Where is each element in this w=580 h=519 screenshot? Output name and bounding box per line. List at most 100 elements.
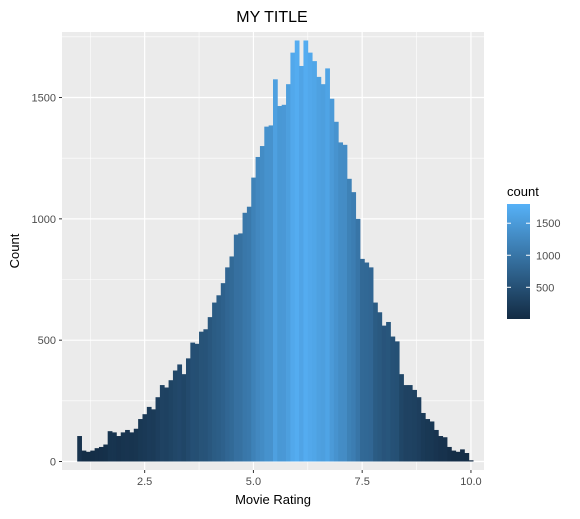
histogram-bar: [142, 414, 148, 462]
x-tick-label: 2.5: [137, 476, 152, 488]
histogram-bar: [364, 262, 370, 462]
histogram-bar: [164, 387, 169, 462]
y-tick-label: 500: [38, 335, 56, 347]
histogram-bar: [220, 283, 226, 462]
legend-title: count: [507, 184, 539, 199]
histogram-bar: [442, 437, 448, 462]
histogram-bar: [120, 432, 126, 462]
y-tick-label: 1500: [32, 93, 56, 105]
histogram-bar: [242, 212, 248, 462]
histogram-bar: [360, 258, 365, 462]
histogram-bar: [112, 432, 117, 462]
legend-tick-label: 1500: [536, 218, 560, 230]
histogram-bar: [98, 446, 104, 462]
histogram-bar: [229, 256, 235, 462]
histogram-bar: [129, 432, 135, 462]
histogram-bar: [94, 448, 100, 462]
y-tick-label: 0: [50, 457, 56, 469]
histogram-bar: [368, 267, 374, 462]
histogram-bar: [81, 450, 87, 462]
histogram-bar: [307, 52, 313, 462]
histogram-bar: [299, 65, 304, 462]
histogram-bar: [312, 61, 317, 462]
histogram-bar: [320, 84, 326, 462]
histogram-bar: [190, 342, 196, 462]
histogram-bar: [103, 444, 109, 462]
histogram-bar: [146, 406, 152, 462]
histogram-bar: [255, 156, 261, 462]
histogram-bar: [90, 450, 96, 462]
histogram-bar: [351, 192, 357, 462]
legend-colorbar: [507, 204, 530, 319]
histogram-bar: [181, 374, 187, 462]
x-axis-ticks: 2.5 5.0 7.5 10.0: [137, 470, 482, 488]
histogram-bar: [464, 453, 470, 462]
histogram-bar: [460, 449, 465, 462]
histogram-bar: [264, 126, 270, 462]
legend-tick-label: 500: [536, 282, 554, 294]
histogram-bar: [438, 436, 444, 462]
histogram-bar: [433, 429, 439, 462]
histogram-bar: [251, 177, 256, 462]
histogram-bar: [233, 234, 239, 462]
histogram-bar: [316, 76, 322, 462]
histogram-bar: [399, 374, 404, 462]
x-tick-label: 10.0: [460, 476, 481, 488]
histogram-bar: [125, 429, 130, 462]
histogram-bar: [294, 40, 300, 462]
histogram-bar: [420, 412, 426, 462]
histogram-bar: [451, 450, 457, 462]
histogram-bar: [199, 331, 204, 462]
histogram-bar: [468, 460, 474, 462]
histogram-bar: [273, 79, 278, 462]
histogram-bar: [290, 52, 296, 462]
histogram-bar: [138, 419, 143, 462]
histogram-bar: [403, 385, 409, 462]
histogram-bar: [194, 343, 200, 462]
y-axis-ticks: 0 500 1000 1500: [32, 93, 62, 469]
histogram-bar: [116, 436, 122, 462]
histogram-bar: [85, 451, 91, 462]
histogram-bar: [377, 312, 383, 462]
histogram-bar: [303, 40, 309, 462]
histogram-bar: [238, 233, 243, 462]
histogram-bar: [212, 302, 217, 462]
histogram-bar: [425, 419, 431, 462]
x-tick-label: 5.0: [246, 476, 261, 488]
histogram-bar: [185, 358, 191, 462]
histogram-bar: [277, 106, 283, 462]
histogram-bar: [286, 84, 291, 462]
histogram-bar: [412, 389, 417, 462]
y-axis-label: Count: [7, 233, 22, 268]
histogram-bar: [246, 206, 252, 462]
histogram-bar: [268, 125, 274, 462]
histogram-bar: [386, 321, 391, 462]
histogram-bar: [225, 267, 230, 462]
x-axis-label: Movie Rating: [235, 492, 311, 507]
color-legend: count 500 1000 1500: [507, 184, 560, 319]
histogram-bar: [133, 428, 139, 462]
histogram-bar: [394, 341, 400, 462]
legend-tick-label: 1000: [536, 250, 560, 262]
histogram-bar: [346, 178, 352, 462]
histogram-bar: [172, 370, 178, 462]
histogram-bar: [168, 380, 174, 462]
histogram-bar: [107, 431, 113, 462]
histogram-bar: [373, 302, 378, 462]
histogram-bar: [77, 436, 82, 462]
histogram-bar: [151, 409, 156, 462]
histogram-bar: [447, 446, 452, 462]
histogram-bar: [159, 385, 165, 462]
histogram-bars: [77, 40, 474, 462]
chart-title: MY TITLE: [236, 9, 307, 26]
histogram-bar: [381, 325, 387, 462]
histogram-bar: [455, 451, 461, 462]
histogram-bar: [333, 121, 339, 462]
histogram-bar: [429, 421, 435, 462]
histogram-bar: [216, 295, 222, 462]
histogram-bar: [281, 104, 287, 462]
histogram-bar: [390, 336, 396, 462]
histogram-bar: [177, 364, 183, 462]
x-tick-label: 7.5: [355, 476, 370, 488]
